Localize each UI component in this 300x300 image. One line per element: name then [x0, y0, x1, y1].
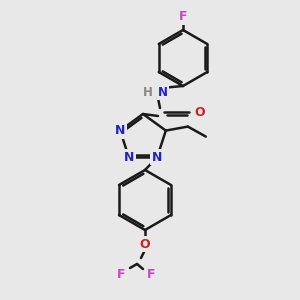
Text: N: N [158, 86, 168, 100]
Text: F: F [147, 268, 155, 281]
Text: F: F [117, 268, 125, 281]
Text: O: O [195, 106, 205, 118]
Text: O: O [140, 238, 150, 250]
Text: H: H [143, 86, 153, 100]
Text: N: N [115, 124, 125, 137]
Text: N: N [124, 151, 134, 164]
Text: F: F [179, 11, 187, 23]
Text: N: N [152, 151, 162, 164]
